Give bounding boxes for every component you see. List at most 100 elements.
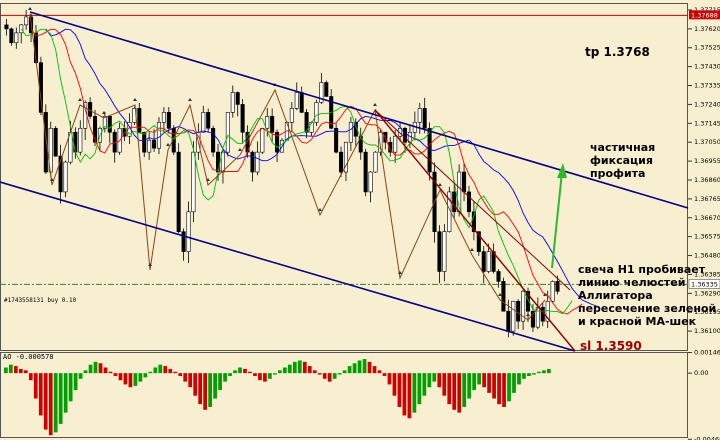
candle-body [161,112,166,123]
tp-price-label: 1.37688 [691,11,718,19]
candle-body [220,151,225,173]
ao-bar [322,373,327,379]
candle-body [43,112,48,173]
annotation-partial-line2: профита [590,167,646,180]
candle-body [530,310,535,328]
alligator-lips [20,28,573,315]
candle-body [304,112,309,133]
candle-body [225,112,230,153]
ao-bar [512,373,516,393]
candle-body [83,102,88,129]
ao-bar [367,361,372,374]
candle-body [511,300,516,332]
ao-bar [532,373,536,375]
ao-tick-label: 0.001462 [694,349,720,357]
ao-bar [278,370,282,374]
ao-bar [253,373,257,376]
ao-bar [258,373,262,381]
ao-bar [302,361,307,374]
ao-bar [467,373,472,399]
ao-bar [437,373,442,388]
ao-bar [28,373,33,381]
annotation-reason-line3: Аллигатора [578,289,653,302]
ao-bar [158,364,163,374]
annotation-tp: tp 1.3768 [585,45,650,59]
ao-bar [527,373,531,376]
candle-body [363,151,368,193]
channel-lower-line [0,181,576,352]
candle-body [299,92,304,113]
tp-price-box [689,10,720,20]
ao-bar [273,373,277,375]
candle-body [378,131,383,153]
annotation-reason: свеча H1 пробивает линию челюстей Аллига… [578,263,716,328]
candle-body [216,151,221,173]
ao-bar [397,373,402,407]
ao-bar [73,373,78,391]
ao-bar [248,371,252,374]
ao-bar [547,368,551,374]
candle-body [93,116,98,143]
ao-bar [113,373,118,376]
candle-body [152,139,157,149]
price-tick-label: 1.36670 [694,214,720,222]
ao-bar [223,373,227,382]
ao-bar [502,373,506,407]
ao-bar [193,373,198,396]
ao-bar [522,373,526,379]
candle-body [525,291,531,312]
candle-body [122,127,127,137]
candle-body [462,171,467,193]
ao-bar [432,373,437,382]
target-arrow-shaft [551,171,563,269]
ao-bar [537,371,541,374]
annotation-reason-line1: свеча H1 пробивает [578,263,706,276]
ao-bar [98,363,103,374]
fractal-marker [206,178,210,181]
price-tick-label: 1.37050 [694,138,720,146]
fractal-marker [188,98,192,101]
candle-body [289,108,294,123]
price-tick-label: 1.36765 [694,195,720,203]
candle-body [339,151,344,173]
fractal-marker [166,143,170,146]
candle-body [9,28,14,44]
candle-body [324,82,329,97]
candle-body [24,16,29,26]
candle-body [201,112,206,133]
fractal-marker [398,271,402,274]
current-price-label: 1.36335 [691,280,718,288]
ao-bar [392,373,397,396]
ao-bar [178,373,183,376]
ao-bar [327,373,332,382]
candle-body [58,155,63,193]
fractal-marker [543,293,547,296]
ao-bar [93,361,98,374]
ao-tick-label: 0.00 [694,369,708,377]
ao-bar [143,373,148,378]
ao-bar [347,366,352,374]
ao-bar [497,373,501,405]
price-tick-label: 1.37525 [694,44,720,52]
candle-body [4,24,9,30]
candle-body [476,231,481,252]
fractal-marker [50,178,54,181]
ao-bar [487,373,491,393]
candle-body [496,271,501,282]
candle-body [107,116,112,133]
candle-body [191,151,196,213]
fractal-marker [28,7,32,10]
fractal-marker [238,148,242,151]
ao-bar [387,373,392,385]
fractal-marker [102,111,106,114]
candle-body [437,231,442,272]
price-tick-label: 1.36480 [694,252,720,260]
ao-bar [407,373,412,419]
fractal-marker [148,263,152,266]
ao-bar [173,371,178,374]
resistance-line-2 [374,109,571,291]
candle-body [442,231,447,272]
ao-bar [442,373,447,396]
candle-body [19,24,24,34]
